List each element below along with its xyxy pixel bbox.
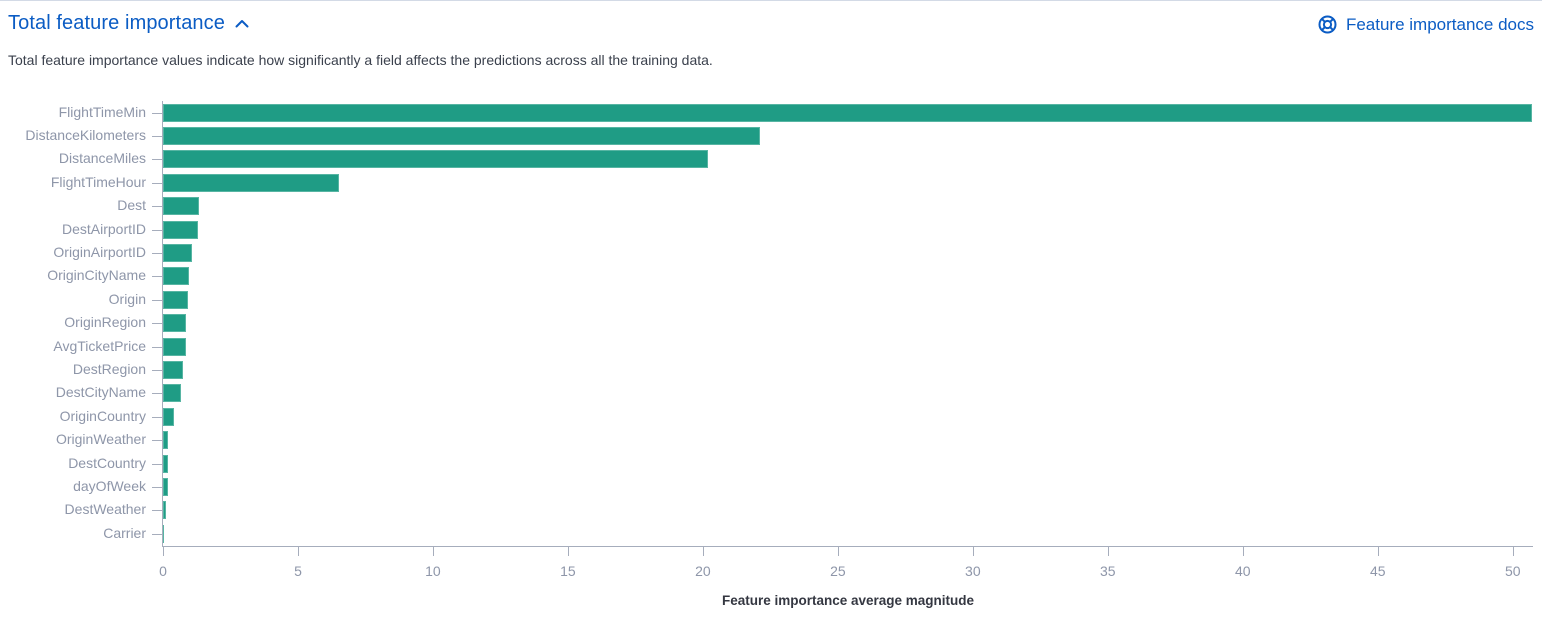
bar-OriginRegion [163,314,187,333]
y-axis-tick [152,393,162,395]
total-feature-importance-toggle[interactable]: Total feature importance [8,12,251,35]
x-axis-tick [1242,545,1244,556]
bar-DestCityName [163,384,182,403]
x-axis-tick-label: 30 [965,562,981,579]
bar-OriginCityName [163,267,189,286]
bar-AvgTicketPrice [163,337,186,356]
y-axis-label: DestAirportID [61,220,146,237]
y-axis-tick [152,253,162,255]
y-axis-tick [152,487,162,488]
x-axis-tick-label: 5 [294,562,302,579]
x-axis-tick-label: 35 [1100,562,1116,579]
x-axis-tick-label: 20 [695,562,711,579]
panel-top-border [0,0,1542,1]
y-axis-tick [152,159,162,161]
x-axis-tick-label: 10 [425,562,441,579]
x-axis-tick-label: 25 [830,562,846,579]
bar-DestRegion [163,361,183,380]
x-axis-tick [567,545,569,556]
x-axis-tick [972,545,974,556]
x-axis-line [162,545,1533,547]
bar-OriginWeather [163,431,169,450]
y-axis-label: OriginRegion [64,314,146,331]
y-axis-tick [152,346,162,348]
y-axis-tick [152,440,162,442]
docs-link-label: Feature importance docs [1345,14,1534,34]
panel-description: Total feature importance values indicate… [8,52,713,68]
y-axis-label: FlightTimeMin [58,103,146,120]
y-axis-line [162,101,163,546]
x-axis-tick-label: 15 [560,562,576,579]
x-axis-tick [432,545,434,556]
y-axis-label: OriginCityName [47,267,146,284]
bar-FlightTimeMin [163,103,1533,122]
x-axis-title: Feature importance average magnitude [721,592,975,608]
y-axis-tick [152,463,162,465]
panel-title: Total feature importance [8,12,225,34]
feature-importance-docs-link[interactable]: Feature importance docs [1317,14,1534,35]
x-axis-tick [1377,545,1379,556]
y-axis-label: AvgTicketPrice [53,337,146,354]
bar-DistanceMiles [163,150,709,169]
y-axis-label: OriginAirportID [53,244,146,261]
docs-icon [1317,14,1338,35]
bar-Dest [163,197,199,216]
panel-header: Total feature importance Feature importa… [8,12,1534,42]
y-axis-label: Carrier [103,524,146,541]
y-axis-label: DistanceMiles [58,150,146,167]
y-axis-label: OriginCountry [59,407,146,424]
y-axis-tick [152,276,162,278]
bar-DistanceKilometers [163,127,760,146]
bar-DestWeather [163,501,167,520]
x-axis-tick [1107,545,1109,556]
y-axis-tick [152,299,162,301]
y-axis-tick [152,370,162,372]
y-axis-tick [152,533,162,535]
bar-OriginCountry [163,407,175,426]
y-axis-tick [152,229,162,231]
bar-Origin [163,290,189,309]
y-axis-label: DistanceKilometers [25,127,146,144]
bar-Carrier [163,524,165,543]
x-axis-tick [1512,545,1514,556]
x-axis-tick-label: 50 [1504,562,1521,579]
y-axis-label: Dest [117,197,146,214]
y-axis-tick [152,510,162,512]
x-axis-tick [297,545,299,556]
y-axis-tick [152,136,162,138]
y-axis-tick [152,206,162,208]
y-axis-tick [152,323,162,325]
x-axis-tick [163,545,164,556]
y-axis-tick [152,182,162,184]
x-axis-tick-label: 45 [1369,562,1386,579]
y-axis-label: OriginWeather [55,431,146,448]
x-axis-tick-label: 0 [159,562,167,579]
x-axis-tick [837,545,839,556]
y-axis-label: DestWeather [64,501,146,518]
y-axis-label: Origin [108,290,146,307]
y-axis-label: DestCityName [55,384,146,401]
y-axis-label: dayOfWeek [73,478,146,494]
y-axis-tick [152,416,162,418]
x-axis-tick [702,545,704,556]
bar-dayOfWeek [163,478,168,496]
y-axis-label: DestCountry [68,454,146,471]
bar-DestAirportID [163,220,199,239]
x-axis-tick-label: 40 [1235,562,1251,579]
bar-OriginAirportID [163,244,192,263]
y-axis-tick [152,112,162,114]
bar-DestCountry [163,454,169,473]
y-axis-label: FlightTimeHour [50,173,146,190]
bar-FlightTimeHour [163,173,339,192]
y-axis-label: DestRegion [72,361,146,378]
chevron-up-icon [233,15,251,33]
